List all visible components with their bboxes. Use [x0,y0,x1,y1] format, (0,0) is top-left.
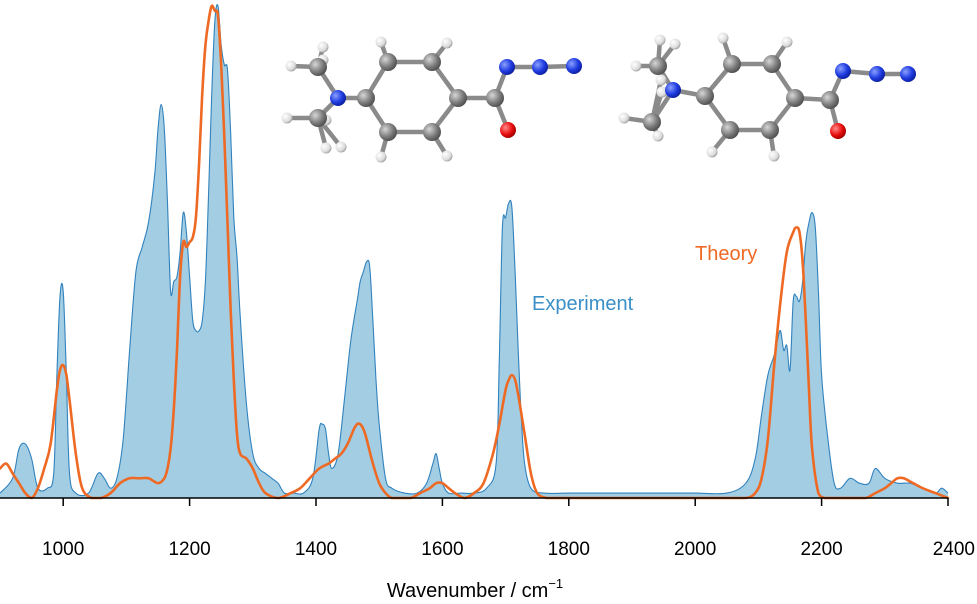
x-tick-label: 2200 [800,539,842,560]
atom-c [379,123,397,141]
atom-c [649,57,667,75]
atom-h [441,37,453,49]
atom-h [706,146,718,158]
x-tick-label: 2400 [933,539,975,560]
atom-c [643,113,661,131]
atom-n [499,59,515,75]
atom-h [375,151,387,163]
molecule-right [618,32,916,162]
atom-o [500,122,516,138]
atom-h [618,112,630,124]
atom-n [835,63,851,79]
atom-h [441,150,453,162]
series-line-theory [0,4,950,500]
atom-h [669,38,681,50]
atom-c [723,55,741,73]
atom-h [652,130,664,142]
atom-c [721,121,739,139]
series-line-experiment [0,3,949,497]
atom-n [665,82,681,98]
series-area-experiment [0,4,948,499]
atom-c [423,123,441,141]
x-axis-title: Wavenumber / cm−1 [387,576,563,602]
x-tick-label: 2000 [674,539,716,560]
atom-n [330,90,346,106]
atom-h [655,74,667,86]
atom-n [869,66,885,82]
atom-c [309,58,327,76]
x-tick-label: 1800 [548,539,590,560]
atom-c [763,55,781,73]
atom-h [630,60,642,72]
atom-h [781,36,793,48]
atom-h [375,36,387,48]
atom-h [717,32,729,44]
atom-c [423,53,441,71]
atom-c [696,87,714,105]
series-layer [0,3,950,500]
series-label-theory: Theory [695,243,757,265]
atom-o [830,123,846,139]
x-tick-label: 1400 [295,539,337,560]
x-axis-title-text: Wavenumber / cm [387,580,549,602]
atom-h [317,41,329,53]
atom-c [486,89,504,107]
x-tick-label: 1000 [42,539,84,560]
atom-h [281,112,293,124]
atom-h [335,141,347,153]
atom-c [309,109,327,127]
atom-h [285,60,297,72]
atom-c [761,121,779,139]
atom-c [449,89,467,107]
atom-n [900,66,916,82]
molecule-left [281,36,582,163]
plot-area: 1000 1200 1400 1600 1800 2000 2200 2400 [0,3,975,560]
atom-c [357,89,375,107]
x-axis-title-exponent: −1 [548,576,563,591]
atom-n [566,58,582,74]
atom-h [320,142,332,154]
atom-h [654,34,666,46]
atom-h [656,86,668,98]
atom-c [379,53,397,71]
atom-n [532,59,548,75]
series-label-experiment: Experiment [532,293,634,315]
x-tick-label: 1600 [421,539,463,560]
atom-h [768,150,780,162]
x-tick-label: 1200 [168,539,210,560]
atom-c [786,89,804,107]
atom-c [821,91,839,109]
x-ticks: 1000 1200 1400 1600 1800 2000 2200 2400 [42,498,975,560]
